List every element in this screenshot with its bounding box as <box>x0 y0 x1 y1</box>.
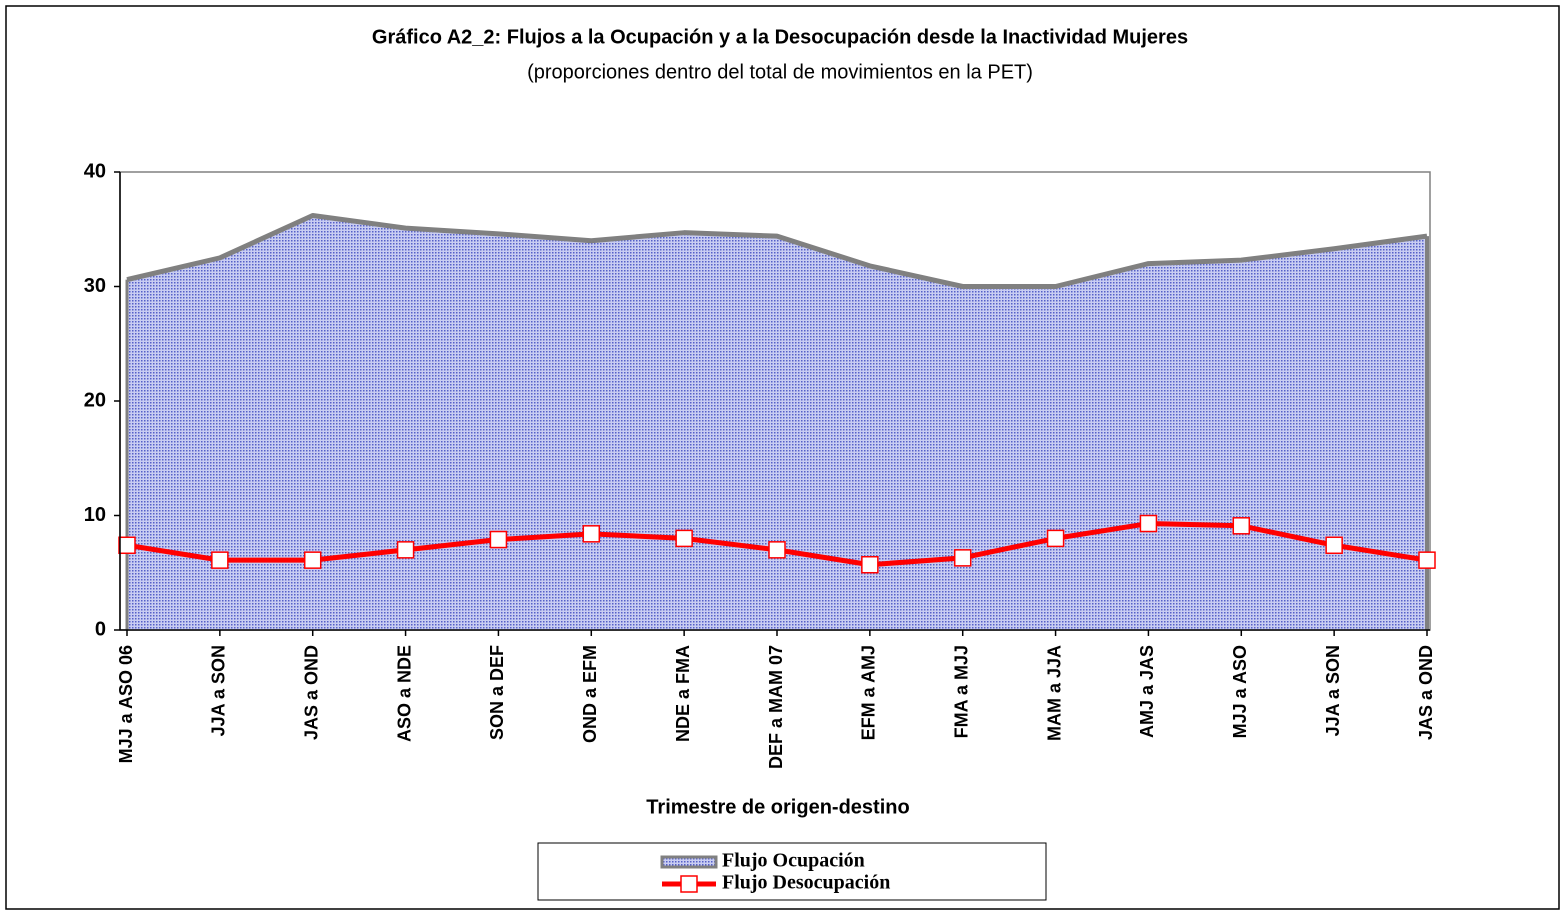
y-tick-label: 0 <box>95 618 106 640</box>
marker <box>1046 529 1065 548</box>
x-tick-label: FMA a MJJ <box>951 645 971 738</box>
marker <box>953 549 972 567</box>
marker <box>675 529 693 548</box>
x-axis-label: Trimestre de origen-destino <box>646 796 909 818</box>
legend-box <box>537 842 1047 901</box>
area-edge <box>126 213 1428 289</box>
marker <box>489 530 508 549</box>
marker <box>768 541 786 559</box>
legend-label: Flujo Ocupación <box>722 850 865 872</box>
y-tick-label: 10 <box>84 504 106 526</box>
legend-marker <box>680 875 698 893</box>
marker <box>861 555 879 574</box>
x-tick-label: MJJ a ASO <box>1230 645 1250 738</box>
marker <box>396 541 415 559</box>
x-tick-label: MAM a JJA <box>1044 645 1064 741</box>
chart-subtitle: (proporciones dentro del total de movimi… <box>527 61 1033 83</box>
x-tick-label: NDE a FMA <box>673 645 693 742</box>
marker <box>211 551 229 569</box>
legend-label: Flujo Desocupación <box>722 872 890 894</box>
marker <box>118 536 136 555</box>
marker <box>303 551 322 569</box>
y-tick-label: 40 <box>84 160 106 182</box>
x-tick-label: JJA a SON <box>1323 645 1343 736</box>
x-tick-label: AMJ a JAS <box>1137 645 1157 738</box>
marker <box>1418 551 1436 569</box>
x-tick-label: MJJ a ASO 06 <box>116 645 136 763</box>
area <box>127 215 1427 630</box>
marker <box>582 525 601 543</box>
x-tick-label: OND a EFM <box>580 645 600 743</box>
marker <box>1139 514 1158 533</box>
x-tick-label: JJA a SON <box>209 645 229 736</box>
x-tick-label: JAS a OND <box>301 645 321 740</box>
x-tick-label: EFM a AMJ <box>859 645 879 740</box>
x-tick-label: DEF a MAM 07 <box>766 645 786 769</box>
marker <box>1325 536 1343 555</box>
y-tick-label: 30 <box>84 275 106 297</box>
chart-title: Gráfico A2_2: Flujos a la Ocupación y a … <box>372 26 1188 48</box>
x-tick-label: JAS a OND <box>1416 645 1436 740</box>
y-tick-label: 20 <box>84 389 106 411</box>
legend-swatch <box>660 855 718 869</box>
x-tick-label: SON a DEF <box>487 645 507 740</box>
marker <box>1232 517 1251 535</box>
x-tick-label: ASO a NDE <box>394 645 414 742</box>
